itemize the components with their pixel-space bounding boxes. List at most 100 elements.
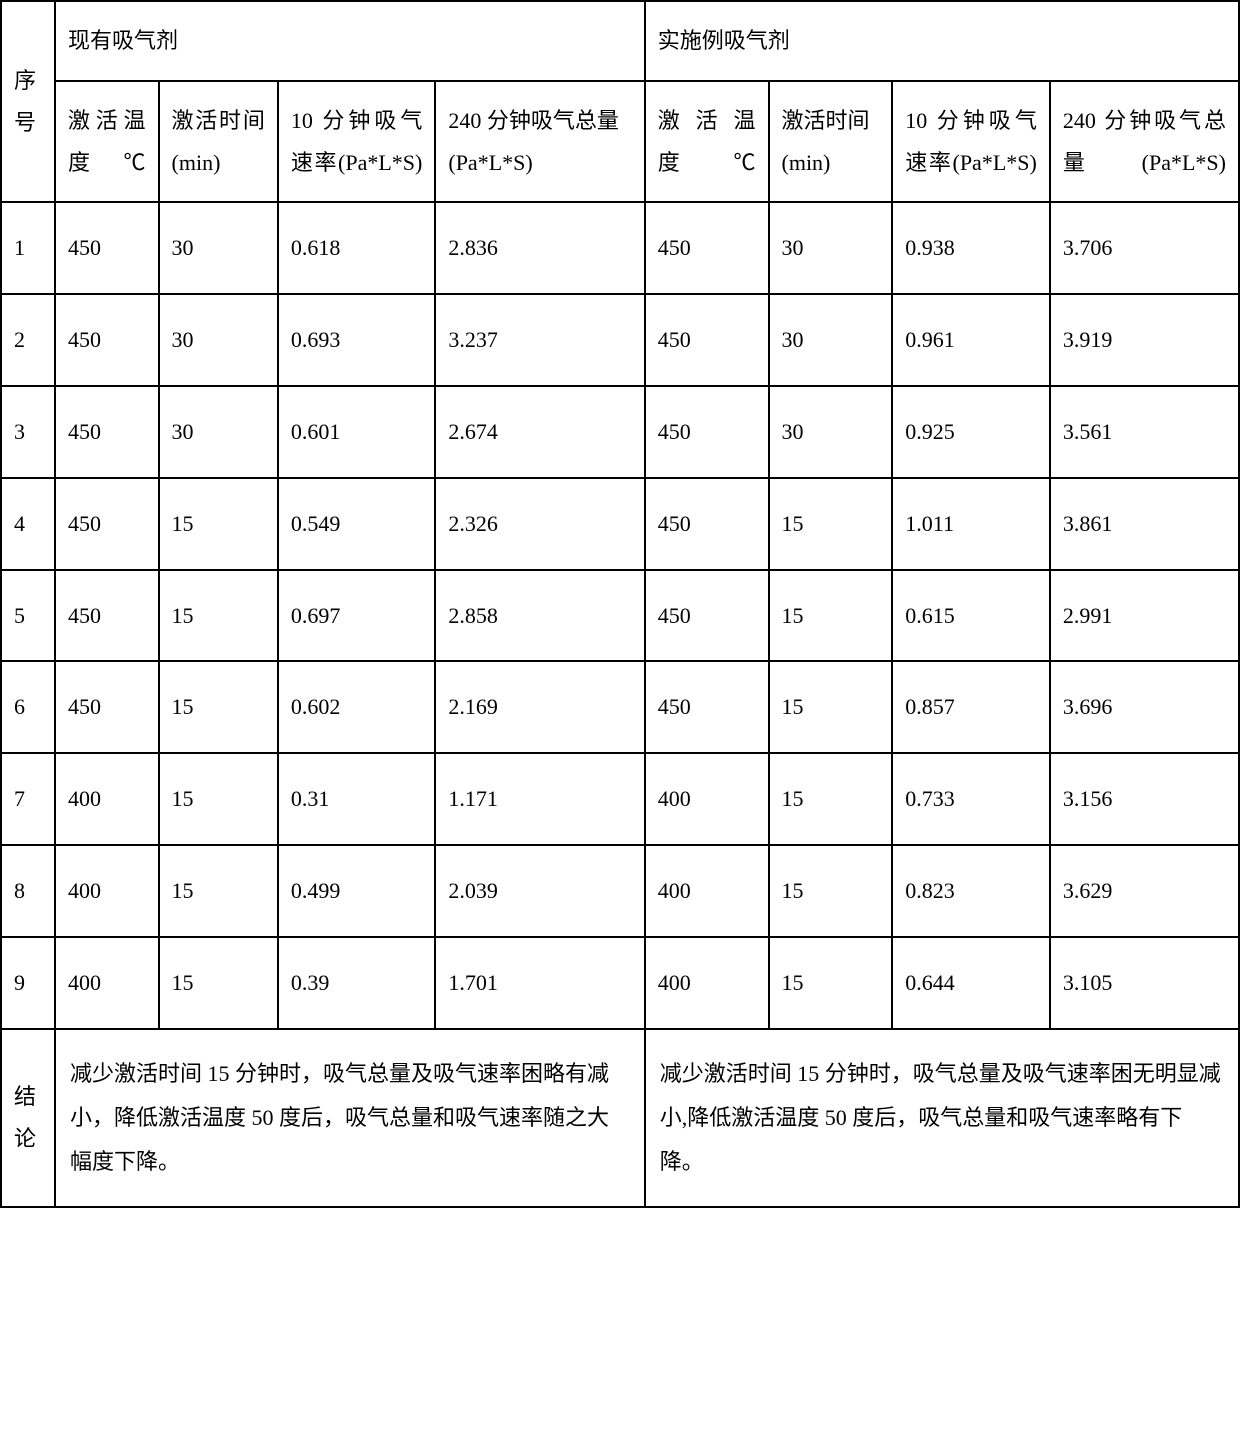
table-cell: 0.733: [892, 753, 1050, 845]
group-header-right: 实施例吸气剂: [645, 1, 1239, 81]
table-cell: 400: [645, 937, 769, 1029]
table-cell: 3.237: [435, 294, 644, 386]
table-cell: 15: [769, 478, 893, 570]
table-cell: 15: [159, 570, 278, 662]
col-header-left-rate10: 10 分钟吸气速率(Pa*L*S): [278, 81, 436, 203]
table-cell: 1.171: [435, 753, 644, 845]
comparison-table-container: 序号 现有吸气剂 实施例吸气剂 激活温度℃ 激活时间(min) 10 分钟吸气速…: [0, 0, 1240, 1208]
table-cell: 3.561: [1050, 386, 1239, 478]
table-cell: 450: [645, 661, 769, 753]
table-cell: 0.39: [278, 937, 436, 1029]
table-cell: 30: [769, 386, 893, 478]
table-cell: 2.326: [435, 478, 644, 570]
table-cell: 0.644: [892, 937, 1050, 1029]
table-cell: 3.919: [1050, 294, 1239, 386]
table-cell: 0.693: [278, 294, 436, 386]
table-body: 序号 现有吸气剂 实施例吸气剂 激活温度℃ 激活时间(min) 10 分钟吸气速…: [1, 1, 1239, 1207]
table-cell: 450: [55, 478, 159, 570]
col-header-right-time: 激活时间(min): [769, 81, 893, 203]
table-row: 9400150.391.701400150.6443.105: [1, 937, 1239, 1029]
table-cell: 2.674: [435, 386, 644, 478]
table-cell: 2.858: [435, 570, 644, 662]
conclusion-label: 结论: [1, 1029, 55, 1207]
table-row: 8400150.4992.039400150.8233.629: [1, 845, 1239, 937]
table-cell: 3.706: [1050, 202, 1239, 294]
table-row: 5450150.6972.858450150.6152.991: [1, 570, 1239, 662]
table-cell: 0.602: [278, 661, 436, 753]
table-row: 3450300.6012.674450300.9253.561: [1, 386, 1239, 478]
table-cell: 3.105: [1050, 937, 1239, 1029]
col-header-left-time: 激活时间(min): [159, 81, 278, 203]
table-cell: 450: [645, 570, 769, 662]
table-cell: 3.629: [1050, 845, 1239, 937]
table-cell: 0.938: [892, 202, 1050, 294]
table-cell: 30: [769, 202, 893, 294]
table-cell: 2.836: [435, 202, 644, 294]
table-cell: 3.696: [1050, 661, 1239, 753]
table-cell: 0.31: [278, 753, 436, 845]
table-cell: 400: [55, 937, 159, 1029]
table-cell: 2.991: [1050, 570, 1239, 662]
col-header-right-total240: 240 分钟吸气总量(Pa*L*S): [1050, 81, 1239, 203]
table-cell: 30: [159, 386, 278, 478]
table-row: 4450150.5492.326450151.0113.861: [1, 478, 1239, 570]
table-cell: 6: [1, 661, 55, 753]
table-cell: 15: [159, 661, 278, 753]
table-cell: 15: [159, 845, 278, 937]
table-cell: 450: [55, 570, 159, 662]
table-cell: 3.156: [1050, 753, 1239, 845]
table-cell: 3: [1, 386, 55, 478]
table-cell: 2.039: [435, 845, 644, 937]
table-cell: 0.925: [892, 386, 1050, 478]
table-cell: 15: [769, 753, 893, 845]
table-cell: 30: [159, 294, 278, 386]
table-cell: 0.615: [892, 570, 1050, 662]
table-header-row-1: 序号 现有吸气剂 实施例吸气剂: [1, 1, 1239, 81]
table-cell: 15: [769, 661, 893, 753]
table-cell: 30: [159, 202, 278, 294]
table-cell: 450: [55, 661, 159, 753]
table-cell: 30: [769, 294, 893, 386]
table-cell: 450: [645, 478, 769, 570]
table-cell: 15: [769, 937, 893, 1029]
group-header-left: 现有吸气剂: [55, 1, 645, 81]
col-header-right-temp: 激活温度℃: [645, 81, 769, 203]
table-cell: 0.601: [278, 386, 436, 478]
table-cell: 0.857: [892, 661, 1050, 753]
col-header-left-total240: 240 分钟吸气总量(Pa*L*S): [435, 81, 644, 203]
conclusion-right: 减少激活时间 15 分钟时，吸气总量及吸气速率困无明显减小,降低激活温度 50 …: [645, 1029, 1239, 1207]
table-cell: 3.861: [1050, 478, 1239, 570]
table-cell: 15: [769, 570, 893, 662]
table-cell: 9: [1, 937, 55, 1029]
table-row: 7400150.311.171400150.7333.156: [1, 753, 1239, 845]
table-row: 2450300.6933.237450300.9613.919: [1, 294, 1239, 386]
table-cell: 450: [645, 386, 769, 478]
comparison-table: 序号 现有吸气剂 实施例吸气剂 激活温度℃ 激活时间(min) 10 分钟吸气速…: [0, 0, 1240, 1208]
table-cell: 450: [55, 386, 159, 478]
table-cell: 15: [159, 937, 278, 1029]
conclusion-row: 结论减少激活时间 15 分钟时，吸气总量及吸气速率困略有减小，降低激活温度 50…: [1, 1029, 1239, 1207]
table-cell: 15: [159, 753, 278, 845]
table-cell: 450: [55, 294, 159, 386]
table-cell: 400: [645, 753, 769, 845]
col-header-left-temp: 激活温度℃: [55, 81, 159, 203]
table-cell: 1.701: [435, 937, 644, 1029]
index-header: 序号: [1, 1, 55, 202]
table-cell: 0.961: [892, 294, 1050, 386]
table-cell: 0.549: [278, 478, 436, 570]
table-cell: 2.169: [435, 661, 644, 753]
table-cell: 400: [55, 753, 159, 845]
table-cell: 0.618: [278, 202, 436, 294]
table-cell: 400: [645, 845, 769, 937]
table-cell: 4: [1, 478, 55, 570]
table-cell: 2: [1, 294, 55, 386]
table-cell: 450: [55, 202, 159, 294]
col-header-right-rate10: 10 分钟吸气速率(Pa*L*S): [892, 81, 1050, 203]
table-row: 6450150.6022.169450150.8573.696: [1, 661, 1239, 753]
table-cell: 7: [1, 753, 55, 845]
table-cell: 400: [55, 845, 159, 937]
table-row: 1450300.6182.836450300.9383.706: [1, 202, 1239, 294]
table-cell: 15: [769, 845, 893, 937]
table-cell: 1.011: [892, 478, 1050, 570]
table-cell: 450: [645, 294, 769, 386]
